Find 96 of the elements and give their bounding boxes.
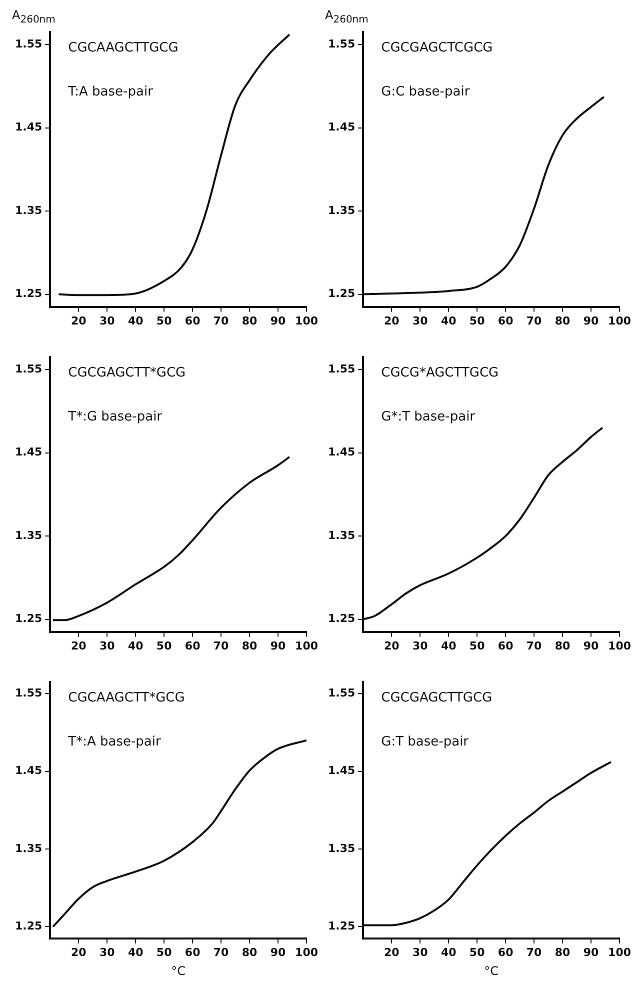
x-tick-label: 20 [384,639,400,652]
x-tick-label: 70 [526,946,542,959]
x-tick-label: 90 [270,639,286,652]
y-axis-title: A$_{260nm}$ [12,8,56,26]
x-tick-label: 100 [608,639,632,652]
y-tick-label: 1.45 [15,446,42,459]
x-tick-label: 60 [498,639,514,652]
annotation: CGCG*AGCTTGCG [381,365,499,380]
annotation: CGCGAGCTCGCG [381,40,493,56]
x-tick-label: 50 [469,639,486,652]
annotation: CGCGAGCTT*GCG [68,365,186,380]
annotation: T*:G base-pair [67,409,163,424]
y-tick-label: 1.25 [15,920,42,933]
x-tick-label: 40 [128,639,144,652]
line-series [58,34,290,296]
x-tick-label: 20 [70,314,87,328]
x-tick-label: 20 [384,314,400,328]
x-tick-label: 30 [99,946,116,959]
x-tick-label: 30 [99,314,116,328]
x-tick-label: 70 [213,314,230,328]
y-tick-label: 1.25 [328,612,356,626]
annotation: T*:A base-pair [67,734,162,750]
x-tick-label: 90 [583,639,600,652]
x-tick-label: 80 [242,314,258,328]
x-tick-label: 60 [184,946,201,959]
annotation: CGCGAGCTTGCG [381,690,492,706]
x-tick-label: 60 [498,946,514,959]
line-series [52,456,290,622]
y-axis-title: A$_{260nm}$ [325,8,368,26]
x-tick-label: 40 [440,639,457,652]
y-tick-label: 1.25 [328,287,356,300]
x-tick-label: 20 [70,946,87,959]
x-tick-label: 90 [270,946,286,959]
x-tick-label: 40 [440,946,457,959]
x-tick-label: 40 [128,946,144,959]
x-tick-label: 100 [295,314,318,328]
x-tick-label: 70 [526,314,542,328]
x-tick-label: 90 [583,946,600,959]
x-axis-title: °C [484,964,499,978]
y-tick-label: 1.35 [328,842,356,855]
x-tick-label: 80 [554,314,571,328]
y-tick-label: 1.45 [328,446,356,459]
x-tick-label: 50 [156,946,172,959]
x-tick-label: 80 [242,639,258,652]
y-tick-label: 1.45 [328,764,356,778]
y-tick-label: 1.45 [328,120,356,134]
x-tick-label: 20 [384,946,400,959]
annotation: T:A base-pair [67,84,154,100]
x-tick-label: 80 [554,946,571,959]
y-tick-label: 1.35 [328,204,356,217]
x-tick-label: 30 [412,314,428,328]
x-tick-label: 60 [184,314,201,328]
y-tick-label: 1.55 [15,686,42,700]
x-tick-label: 60 [184,639,201,652]
y-tick-label: 1.35 [328,528,356,542]
x-tick-label: 50 [469,946,486,959]
x-tick-label: 30 [412,946,428,959]
x-tick-label: 80 [242,946,258,959]
y-tick-label: 1.55 [15,362,42,376]
x-tick-label: 100 [295,639,318,652]
x-tick-label: 70 [213,946,230,959]
x-tick-label: 40 [440,314,457,328]
x-tick-label: 50 [469,314,486,328]
y-tick-label: 1.55 [328,37,356,50]
annotation: G:C base-pair [381,84,470,100]
x-tick-label: 40 [128,314,144,328]
x-tick-label: 100 [608,314,632,328]
x-tick-label: 80 [554,639,571,652]
y-tick-label: 1.25 [15,612,42,626]
annotation: G:T base-pair [381,734,470,750]
x-tick-label: 90 [583,314,600,328]
y-tick-label: 1.35 [15,842,42,855]
annotation: G*:T base-pair [381,409,476,424]
x-tick-label: 50 [156,314,172,328]
x-tick-label: 100 [295,946,318,959]
x-axis-title: °C [171,964,186,978]
x-tick-label: 50 [156,639,172,652]
y-tick-label: 1.25 [15,287,42,300]
annotation: CGCAAGCTTGCG [68,40,178,56]
y-tick-label: 1.25 [328,920,356,933]
x-tick-label: 20 [70,639,87,652]
y-tick-label: 1.35 [15,204,42,217]
x-tick-label: 30 [412,639,428,652]
y-tick-label: 1.45 [15,764,42,778]
y-tick-label: 1.55 [328,362,356,376]
annotation: CGCAAGCTT*GCG [68,690,185,706]
x-tick-label: 30 [99,639,116,652]
x-tick-label: 70 [213,639,230,652]
y-tick-label: 1.35 [15,528,42,542]
y-tick-label: 1.45 [15,120,42,134]
x-tick-label: 70 [526,639,542,652]
x-tick-label: 90 [270,314,286,328]
y-tick-label: 1.55 [328,686,356,700]
x-tick-label: 60 [498,314,514,328]
y-tick-label: 1.55 [15,37,42,50]
x-tick-label: 100 [608,946,632,959]
